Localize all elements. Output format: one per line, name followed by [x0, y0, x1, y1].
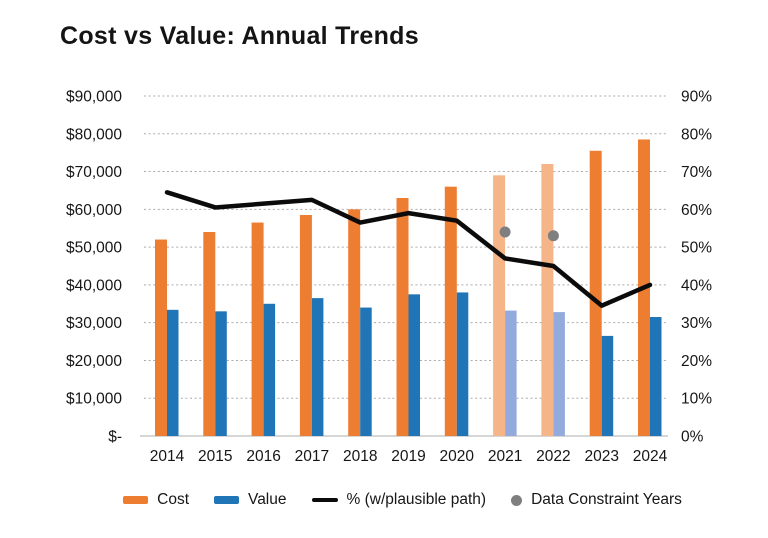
value-swatch-icon: [214, 496, 239, 504]
pct-line-swatch-icon: [311, 497, 338, 503]
cost-bar: [396, 198, 409, 436]
value-bar: [456, 292, 469, 436]
y-axis-label-left: $10,000: [66, 391, 122, 408]
cost-bar: [541, 164, 554, 436]
y-axis-label-left: $20,000: [66, 353, 122, 370]
y-axis-label-right: 60%: [681, 202, 712, 219]
y-axis-label-left: $70,000: [66, 164, 122, 181]
cost-bar: [251, 222, 264, 436]
x-axis-label: 2023: [584, 448, 618, 465]
legend-label-value: Value: [248, 491, 287, 508]
x-axis-label: 2015: [198, 448, 232, 465]
y-axis-label-right: 70%: [681, 164, 712, 181]
y-axis-label-left: $30,000: [66, 315, 122, 332]
y-axis-label-left: $50,000: [66, 240, 122, 257]
legend-label-pct-line: % (w/plausible path): [346, 491, 487, 508]
value-bar: [311, 298, 324, 436]
chart-legend: Cost Value % (w/plausible path) Data Con…: [0, 491, 768, 509]
cost-bar: [155, 239, 167, 436]
y-axis-label-left: $90,000: [66, 89, 122, 106]
y-axis-label-right: 0%: [681, 429, 704, 446]
constraint-dot-swatch-icon: [511, 494, 523, 506]
cost-bar: [348, 209, 361, 436]
value-bar: [650, 317, 662, 436]
cost-bar: [589, 150, 602, 436]
legend-item-cost: Cost: [123, 491, 189, 509]
cost-bar: [299, 215, 312, 436]
y-axis-label-right: 10%: [681, 391, 712, 408]
cost-swatch-icon: [123, 496, 149, 504]
x-axis-label: 2018: [343, 448, 377, 465]
x-axis-label: 2021: [488, 448, 522, 465]
y-axis-label-left: $-: [108, 429, 122, 446]
x-axis-label: 2020: [440, 448, 475, 465]
cost-bar: [203, 232, 216, 436]
y-axis-label-left: $40,000: [66, 277, 122, 294]
y-axis-label-right: 80%: [681, 126, 712, 143]
legend-item-pct-line: % (w/plausible path): [311, 491, 487, 509]
y-axis-label-left: $60,000: [66, 202, 122, 219]
y-axis-label-right: 90%: [681, 89, 712, 106]
constraint-dot: [499, 226, 511, 238]
legend-item-value: Value: [214, 491, 287, 509]
x-axis-label: 2017: [295, 448, 329, 465]
constraint-dot: [547, 230, 559, 242]
legend-label-cost: Cost: [157, 491, 189, 508]
y-axis-label-right: 30%: [681, 315, 712, 332]
x-axis-label: 2014: [150, 448, 185, 465]
legend-item-constraint-dots: Data Constraint Years: [511, 491, 682, 509]
value-bar: [167, 309, 179, 436]
y-axis-label-right: 20%: [681, 353, 712, 370]
value-bar: [215, 311, 227, 436]
x-axis-label: 2022: [536, 448, 570, 465]
value-bar: [360, 307, 372, 436]
x-axis-label: 2019: [391, 448, 425, 465]
legend-label-constraint-dots: Data Constraint Years: [531, 491, 682, 508]
pct-line: [164, 190, 653, 308]
value-bar: [408, 294, 420, 436]
y-axis-label-right: 40%: [681, 277, 712, 294]
chart-title: Cost vs Value: Annual Trends: [60, 22, 419, 50]
y-axis-label-right: 50%: [681, 240, 712, 257]
value-bar: [263, 303, 276, 436]
x-axis-label: 2016: [246, 448, 280, 465]
cost-bar: [493, 175, 506, 437]
value-bar: [505, 310, 517, 436]
y-axis-label-left: $80,000: [66, 126, 122, 143]
cost-bar: [444, 186, 457, 436]
value-bar: [553, 312, 565, 436]
x-axis-label: 2024: [633, 448, 668, 465]
value-bar: [601, 335, 614, 436]
